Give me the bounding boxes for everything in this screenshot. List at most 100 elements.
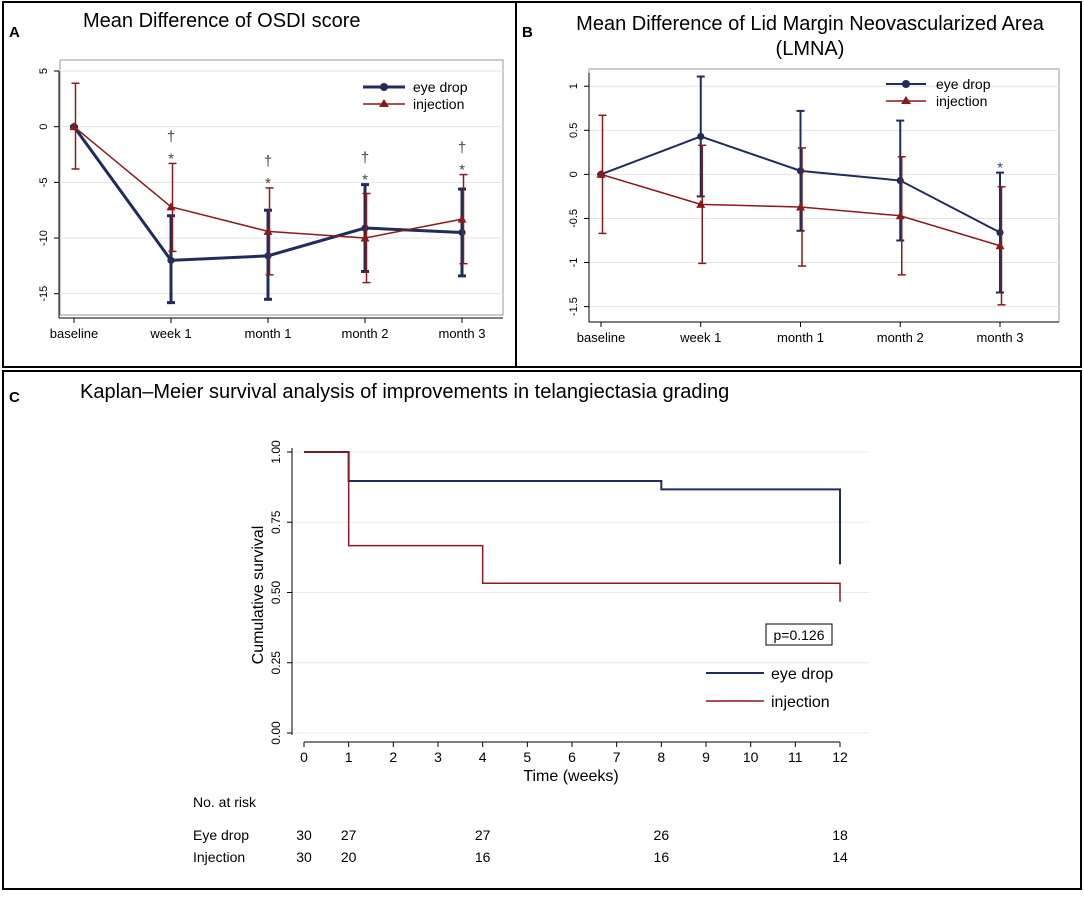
y-tick-label: -10: [38, 230, 50, 246]
risk-count: 27: [475, 827, 491, 843]
x-tick-label: month 1: [245, 326, 292, 341]
significance-asterisk: *: [265, 175, 271, 192]
y-tick-label: 0.00: [269, 721, 283, 745]
significance-dagger: †: [264, 153, 272, 170]
data-point-eye-drop: [361, 224, 369, 232]
panel-b-letter: B: [522, 24, 533, 41]
risk-table: No. at risk Eye drop 30 27 27 26 18 Injection 3…: [193, 794, 848, 865]
panel-c-letter: C: [9, 389, 20, 406]
significance-asterisk: *: [997, 160, 1003, 177]
chart-c-legend: eye drop injection: [706, 666, 833, 711]
y-tick-label: -1.5: [568, 297, 580, 316]
significance-asterisk: *: [168, 150, 174, 167]
significance-asterisk: *: [459, 162, 465, 179]
legend-eye-drop-label: eye drop: [771, 666, 833, 683]
x-tick-label: 4: [479, 749, 487, 765]
risk-count: 30: [296, 849, 312, 865]
km-curve-eye-drop: [304, 451, 841, 565]
legend-eye-drop-label: eye drop: [413, 79, 468, 95]
km-curve-injection: [304, 451, 841, 602]
x-tick-label: month 3: [439, 326, 486, 341]
chart-a-plot-area: [59, 59, 504, 316]
significance-dagger: †: [458, 140, 466, 157]
x-tick-label: 9: [702, 749, 710, 765]
x-tick-label: 1: [345, 749, 353, 765]
data-point-eye-drop: [896, 176, 904, 185]
panel-b-frame: [515, 1, 1082, 368]
x-tick-label: 6: [568, 749, 576, 765]
risk-count: 30: [296, 827, 312, 843]
significance-dagger: †: [167, 128, 175, 145]
y-tick-label: -1: [568, 258, 580, 268]
y-tick-label: 0.50: [269, 580, 283, 604]
data-point-injection: [360, 233, 370, 242]
x-tick-label: 5: [523, 749, 531, 765]
x-tick-label: 0: [300, 749, 308, 765]
chart-b-legend: eye drop injection: [886, 76, 991, 109]
risk-table-heading: No. at risk: [193, 794, 257, 810]
p-value-box: [765, 623, 833, 646]
chart-a-legend: eye drop injection: [363, 79, 468, 112]
y-tick-label: 1.00: [269, 440, 283, 464]
legend-injection-label: injection: [936, 93, 987, 109]
panel-b-title: Mean Difference of Lid Margin Neovascula…: [576, 13, 1045, 35]
data-point-injection: [166, 202, 176, 211]
data-point-eye-drop: [264, 252, 272, 260]
y-tick-label: 0.75: [269, 510, 283, 534]
y-tick-label: 0.5: [568, 123, 580, 138]
data-point-injection: [69, 122, 79, 131]
data-point-injection: [895, 211, 905, 220]
x-tick-label: week 1: [679, 330, 721, 345]
risk-count: 27: [341, 827, 357, 843]
risk-count: 16: [475, 849, 491, 865]
legend-eye-drop-marker: [380, 83, 388, 91]
risk-count: 26: [654, 827, 670, 843]
panel-a-letter: A: [9, 24, 20, 41]
legend-injection-label: injection: [771, 694, 830, 711]
y-tick-label: 0: [568, 171, 580, 177]
x-tick-label: month 3: [977, 330, 1024, 345]
legend-eye-drop-marker: [902, 80, 910, 88]
data-point-injection: [796, 202, 805, 211]
data-point-injection: [457, 214, 467, 223]
p-value-text: p=0.126: [774, 627, 825, 643]
panel-c-frame: [2, 370, 1082, 890]
significance-asterisk: *: [362, 172, 368, 189]
data-point-injection: [696, 199, 706, 208]
y-tick-label: -0.5: [568, 209, 580, 228]
risk-row-label: Eye drop: [193, 827, 249, 843]
data-point-eye-drop: [697, 132, 705, 141]
y-tick-label: 0.25: [269, 651, 283, 675]
risk-count: 20: [341, 849, 357, 865]
x-tick-label: baseline: [50, 326, 98, 341]
x-tick-label: week 1: [149, 326, 191, 341]
y-tick-label: 0: [38, 124, 50, 130]
panel-c-title: Kaplan–Meier survival analysis of improv…: [80, 381, 729, 403]
x-tick-label: 7: [613, 749, 621, 765]
chart-c-ylabel: Cumulative survival: [250, 526, 267, 665]
risk-count: 14: [832, 849, 848, 865]
data-point-injection: [263, 226, 273, 235]
data-point-eye-drop: [458, 228, 466, 237]
x-tick-label: 8: [657, 749, 665, 765]
risk-row-label: Injection: [193, 849, 245, 865]
x-tick-label: month 1: [777, 330, 824, 345]
x-tick-label: month 2: [877, 330, 924, 345]
y-tick-label: 5: [38, 68, 50, 74]
chart-c: Cumulative survival 0.00 0.25 0.50 0.75 1.00…: [250, 440, 870, 785]
data-point-eye-drop: [796, 167, 805, 175]
risk-count: 16: [654, 849, 670, 865]
data-point-eye-drop: [996, 228, 1004, 237]
legend-injection-marker: [901, 96, 911, 104]
chart-a: 5 0 -5 -10 -15 baseline week 1 month 1 month 2 mo…: [38, 59, 504, 341]
y-tick-label: 1: [568, 83, 580, 89]
x-tick-label: baseline: [577, 330, 625, 345]
significance-dagger: †: [361, 150, 369, 167]
x-tick-label: 3: [434, 749, 442, 765]
risk-count: 18: [832, 827, 848, 843]
legend-injection-label: injection: [413, 96, 464, 112]
data-point-injection: [995, 241, 1005, 250]
chart-b: 1 0.5 0 -0.5 -1 -1.5 baseline week 1 month 1 mont…: [568, 68, 1060, 345]
panel-a-title: Mean Difference of OSDI score: [83, 10, 361, 32]
